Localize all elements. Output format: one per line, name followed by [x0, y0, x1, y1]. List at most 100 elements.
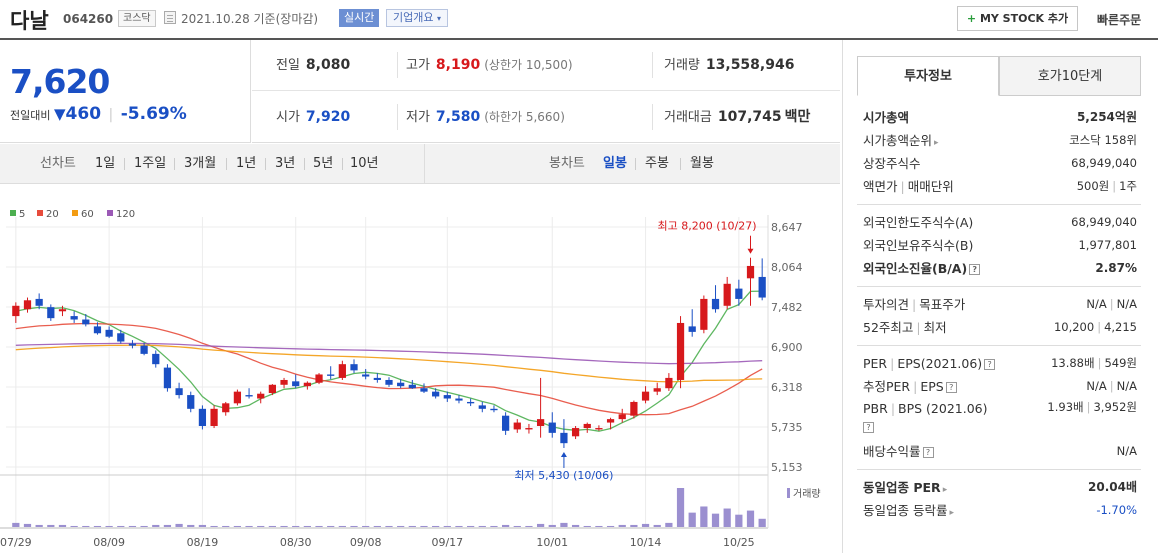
chevron-right-icon: ▸: [942, 485, 948, 495]
legend-label: 5: [19, 209, 25, 220]
candle-body: [513, 422, 521, 430]
volume-bar: [397, 525, 405, 527]
candle-body: [467, 401, 475, 404]
volume-bar: [700, 506, 708, 527]
candle-body: [746, 265, 755, 279]
volume-bar: [198, 524, 207, 527]
y-tick-label: 8,064: [771, 261, 803, 274]
candle-monthly[interactable]: 월봉: [690, 156, 714, 171]
volume-bar: [432, 525, 440, 527]
w52-label: 52주최고 | 최저: [863, 316, 947, 339]
sector-per-label[interactable]: 동일업종 PER ▸: [863, 476, 947, 502]
help-icon[interactable]: ?: [922, 447, 934, 458]
divider: |: [912, 297, 917, 312]
tab-investment-info[interactable]: 투자정보: [857, 56, 999, 96]
per-value: 13.88배: [1051, 356, 1095, 370]
price-chart[interactable]: 8,647 8,064 7,482 6,900 6,318 5,735 5,153 07/29…: [0, 185, 840, 553]
volume-bar: [105, 525, 113, 527]
candle-body: [443, 395, 451, 399]
volume-bar: [758, 518, 766, 527]
market-cap-value: 5,254억원: [1076, 110, 1137, 124]
chevron-down-icon: ▾: [436, 14, 441, 23]
volume-value: 13,558,946: [705, 57, 795, 73]
x-tick-label: 09/08: [350, 536, 382, 549]
market-cap-rank-label[interactable]: 시가총액순위 ▸: [863, 129, 939, 155]
divider: |: [1097, 320, 1102, 334]
volume-legend-swatch: [787, 488, 790, 498]
high-label: 고가: [406, 58, 430, 73]
company-overview-dropdown[interactable]: 기업개요 ▾: [386, 9, 448, 27]
candle-body: [490, 408, 498, 411]
price-change: 전일대비 ▼460 | -5.69%: [10, 104, 187, 124]
candle-weekly[interactable]: 주봉: [645, 156, 669, 171]
period-10y[interactable]: 10년: [350, 156, 379, 171]
info-row: PER | EPS(2021.06)? 13.88배 | 549원: [861, 352, 1137, 375]
candle-body: [711, 298, 720, 310]
help-icon[interactable]: ?: [863, 422, 874, 433]
quick-order-link[interactable]: 빠른주문: [1097, 13, 1142, 27]
info-row: 52주최고 | 최저 10,200 | 4,215: [861, 316, 1137, 339]
pbr-label: PBR: [863, 401, 888, 416]
candle-body: [455, 398, 463, 401]
candle-body: [58, 309, 67, 312]
period-3y[interactable]: 3년: [275, 156, 296, 171]
divider: |: [1109, 379, 1114, 393]
candle-body: [350, 364, 358, 371]
candle-body: [70, 316, 78, 320]
w52-low-label: 최저: [923, 320, 947, 335]
opinion-value: N/A: [1086, 297, 1107, 311]
volume-bar: [723, 508, 731, 527]
sector-change-text: 동일업종 등락률: [863, 503, 948, 518]
period-3m[interactable]: 3개월: [184, 156, 217, 171]
y-tick-label: 6,900: [771, 341, 803, 354]
candle-body: [583, 423, 591, 429]
low-arrow-head: [560, 451, 567, 457]
candle-body: [117, 333, 125, 342]
volume-bar: [268, 525, 276, 527]
period-1w[interactable]: 1주일: [134, 156, 167, 171]
investment-info-panel: 투자정보 호가10단계 시가총액 5,254억원 시가총액순위 ▸ 코스닥 158…: [842, 40, 1158, 553]
help-icon[interactable]: ?: [945, 382, 957, 393]
y-tick-label: 7,482: [771, 301, 803, 314]
per-eps-label: PER | EPS(2021.06)?: [863, 352, 996, 375]
market-cap-rank-value: 코스닥 158위: [1069, 133, 1137, 147]
sector-change-label[interactable]: 동일업종 등락률 ▸: [863, 499, 954, 525]
legend-label: 20: [46, 209, 59, 220]
help-icon[interactable]: ?: [984, 359, 996, 370]
candle-body: [303, 382, 311, 387]
sector-per-value: 20.04배: [1088, 480, 1137, 494]
volume-bar: [58, 524, 67, 527]
change-percent: -5.69%: [120, 104, 187, 124]
tab-order-book[interactable]: 호가10단계: [999, 56, 1141, 96]
chevron-right-icon: ▸: [949, 508, 955, 518]
info-table: 시가총액 5,254억원 시가총액순위 ▸ 코스닥 158위 상장주식수 68,9…: [857, 96, 1141, 528]
volume-bar: [327, 525, 335, 527]
candle-body: [420, 388, 428, 392]
period-1y[interactable]: 1년: [236, 156, 257, 171]
info-row: 동일업종 등락률 ▸ -1.70%: [861, 499, 1137, 522]
company-overview-label: 기업개요: [393, 11, 434, 24]
eps-value: 549원: [1104, 356, 1137, 370]
candle-body: [140, 345, 148, 354]
foreign-ratio-label: 외국인소진율(B/A)?: [863, 257, 981, 280]
divider: |: [1112, 179, 1117, 193]
x-tick-label: 10/14: [630, 536, 662, 549]
period-5y[interactable]: 5년: [313, 156, 334, 171]
quote-grid: 전일 8,080 고가 8,190 (상한가 10,500) 거래량 13,558,94…: [252, 40, 840, 143]
help-icon[interactable]: ?: [969, 264, 981, 275]
opinion-section: 투자의견 | 목표주가 N/A | N/A 52주최고 | 최저 10,200 | 4,215: [857, 286, 1141, 345]
upper-limit: (상한가 10,500): [484, 58, 573, 72]
period-1d[interactable]: 1일: [95, 156, 116, 171]
candle-body: [47, 307, 55, 319]
candle-daily[interactable]: 일봉: [603, 156, 627, 171]
amount-cell: 거래대금 107,745 백만: [664, 92, 810, 143]
candle-body: [12, 305, 20, 317]
candle-body: [700, 298, 708, 330]
divider: |: [913, 379, 918, 394]
candle-body: [327, 374, 335, 376]
volume-bar: [548, 524, 556, 527]
info-row: 외국인소진율(B/A)? 2.87%: [861, 257, 1137, 280]
add-mystock-button[interactable]: + MY STOCK 추가: [957, 6, 1078, 31]
w52-high-label: 52주최고: [863, 320, 914, 335]
realtime-button[interactable]: 실시간: [339, 9, 380, 27]
